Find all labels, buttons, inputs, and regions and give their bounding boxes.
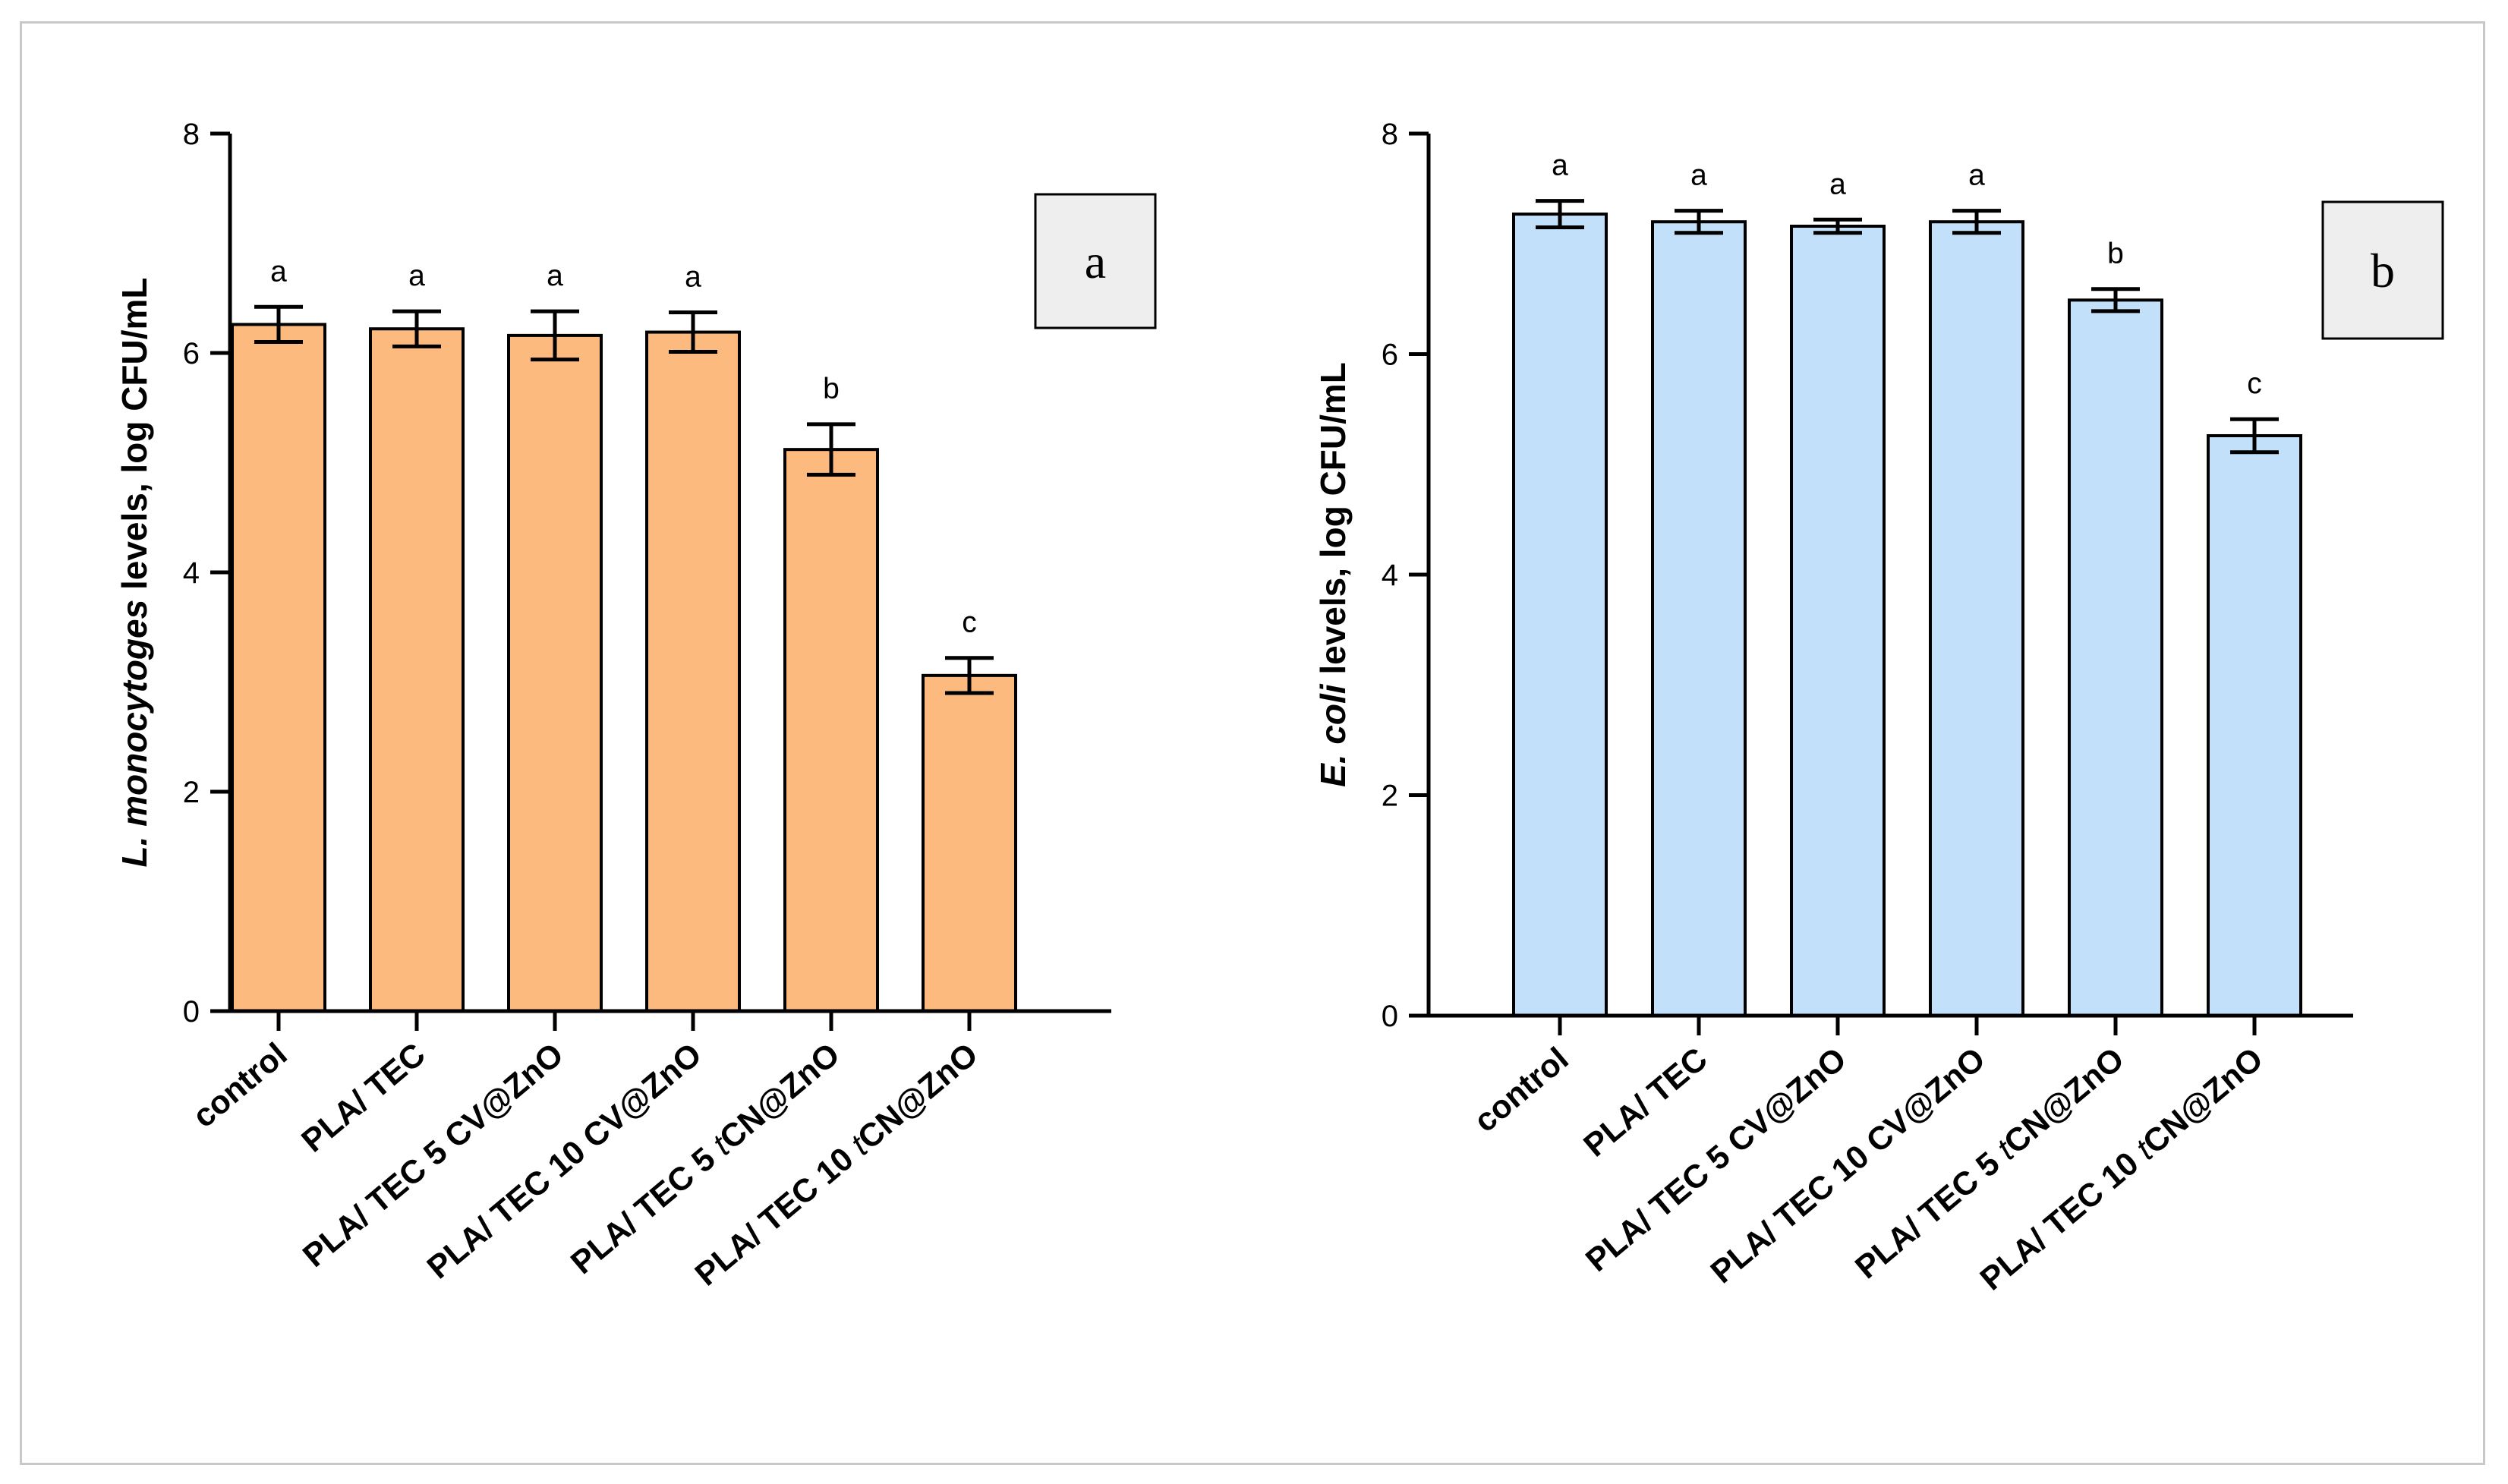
significance-letter: a <box>547 260 563 292</box>
y-tick-label: 4 <box>183 556 200 590</box>
significance-letter: c <box>2247 367 2262 400</box>
bar <box>231 323 326 1013</box>
y-axis-label: E. coli levels, log CFU/mL <box>1313 362 1353 787</box>
bar <box>2068 298 2163 1017</box>
label-part: CN@ZnO <box>1997 1041 2131 1161</box>
x-tick-label: PLA/ TEC 10 CV@ZnO <box>1704 1041 1993 1290</box>
y-tick-label: 8 <box>1382 118 1398 151</box>
x-tick-label: PLA/ TEC 10 CV@ZnO <box>421 1036 709 1286</box>
bar <box>922 673 1017 1013</box>
significance-letter: a <box>1690 159 1707 192</box>
label-part: control <box>1467 1041 1575 1139</box>
label-part: CN@ZnO <box>713 1036 846 1157</box>
label-part: CN@ZnO <box>2136 1041 2270 1161</box>
y-tick-label: 0 <box>1382 1000 1398 1033</box>
y-label-italic: L. monocytoges <box>115 600 154 868</box>
significance-letter: a <box>1829 168 1846 200</box>
label-part: PLA/ TEC <box>295 1036 433 1160</box>
bar <box>1929 220 2024 1018</box>
bar <box>507 333 603 1013</box>
x-tick-label: PLA/ TEC 5 CV@ZnO <box>1579 1041 1853 1279</box>
x-tick-label: PLA/ TEC 10 tCN@ZnO <box>1974 1041 2270 1298</box>
bar <box>1790 225 1886 1017</box>
x-tick-label: PLA/ TEC <box>295 1036 433 1160</box>
y-label-rest: levels, log CFU/mL <box>115 277 154 599</box>
x-tick-label: PLA/ TEC 5 tCN@ZnO <box>564 1036 846 1281</box>
figure-frame <box>20 21 2485 1465</box>
bar <box>1651 220 1747 1018</box>
significance-letter: a <box>270 255 287 288</box>
y-label-italic: E. coli <box>1313 683 1353 787</box>
panel-label: a <box>1085 235 1106 288</box>
significance-letter: c <box>962 607 977 639</box>
significance-letter: b <box>2107 238 2124 270</box>
y-tick-label: 6 <box>1382 339 1398 372</box>
y-axis-label: L. monocytoges levels, log CFU/mL <box>115 277 154 867</box>
label-part: PLA/ TEC 10 CV@ZnO <box>1704 1041 1993 1290</box>
bar <box>1512 213 1608 1018</box>
significance-letter: a <box>685 261 701 294</box>
x-tick-label: PLA/ TEC 10 tCN@ZnO <box>688 1036 985 1293</box>
label-part: PLA/ TEC 5 CV@ZnO <box>1579 1041 1853 1279</box>
x-tick-label: control <box>1467 1041 1575 1139</box>
y-tick-label: 0 <box>183 995 200 1029</box>
y-tick-label: 8 <box>183 118 200 151</box>
label-part: PLA/ TEC 10 CV@ZnO <box>421 1036 709 1286</box>
significance-letter: b <box>823 373 840 405</box>
panel-label-box <box>1034 193 1157 329</box>
bar <box>369 327 465 1013</box>
y-tick-label: 4 <box>1382 559 1398 592</box>
significance-letter: a <box>1552 150 1568 182</box>
panel-label: b <box>2371 244 2395 298</box>
x-tick-label: PLA/ TEC <box>1577 1041 1715 1164</box>
x-tick-label: PLA/ TEC 5 tCN@ZnO <box>1848 1041 2131 1286</box>
y-tick-label: 2 <box>183 776 200 809</box>
label-part: CN@ZnO <box>851 1036 985 1157</box>
bar <box>2207 433 2302 1017</box>
panel-label-box <box>2321 200 2444 340</box>
bar <box>783 448 879 1013</box>
label-part: PLA/ TEC <box>1577 1041 1715 1164</box>
significance-letter: a <box>408 260 425 292</box>
label-part: PLA/ TEC 5 CV@ZnO <box>296 1036 570 1274</box>
label-part: control <box>186 1036 294 1135</box>
y-tick-label: 6 <box>183 337 200 370</box>
y-tick-label: 2 <box>1382 780 1398 813</box>
x-tick-label: PLA/ TEC 5 CV@ZnO <box>296 1036 570 1274</box>
bar <box>645 330 741 1013</box>
x-tick-label: control <box>186 1036 294 1135</box>
significance-letter: a <box>1968 159 1985 192</box>
y-label-rest: levels, log CFU/mL <box>1313 362 1353 684</box>
